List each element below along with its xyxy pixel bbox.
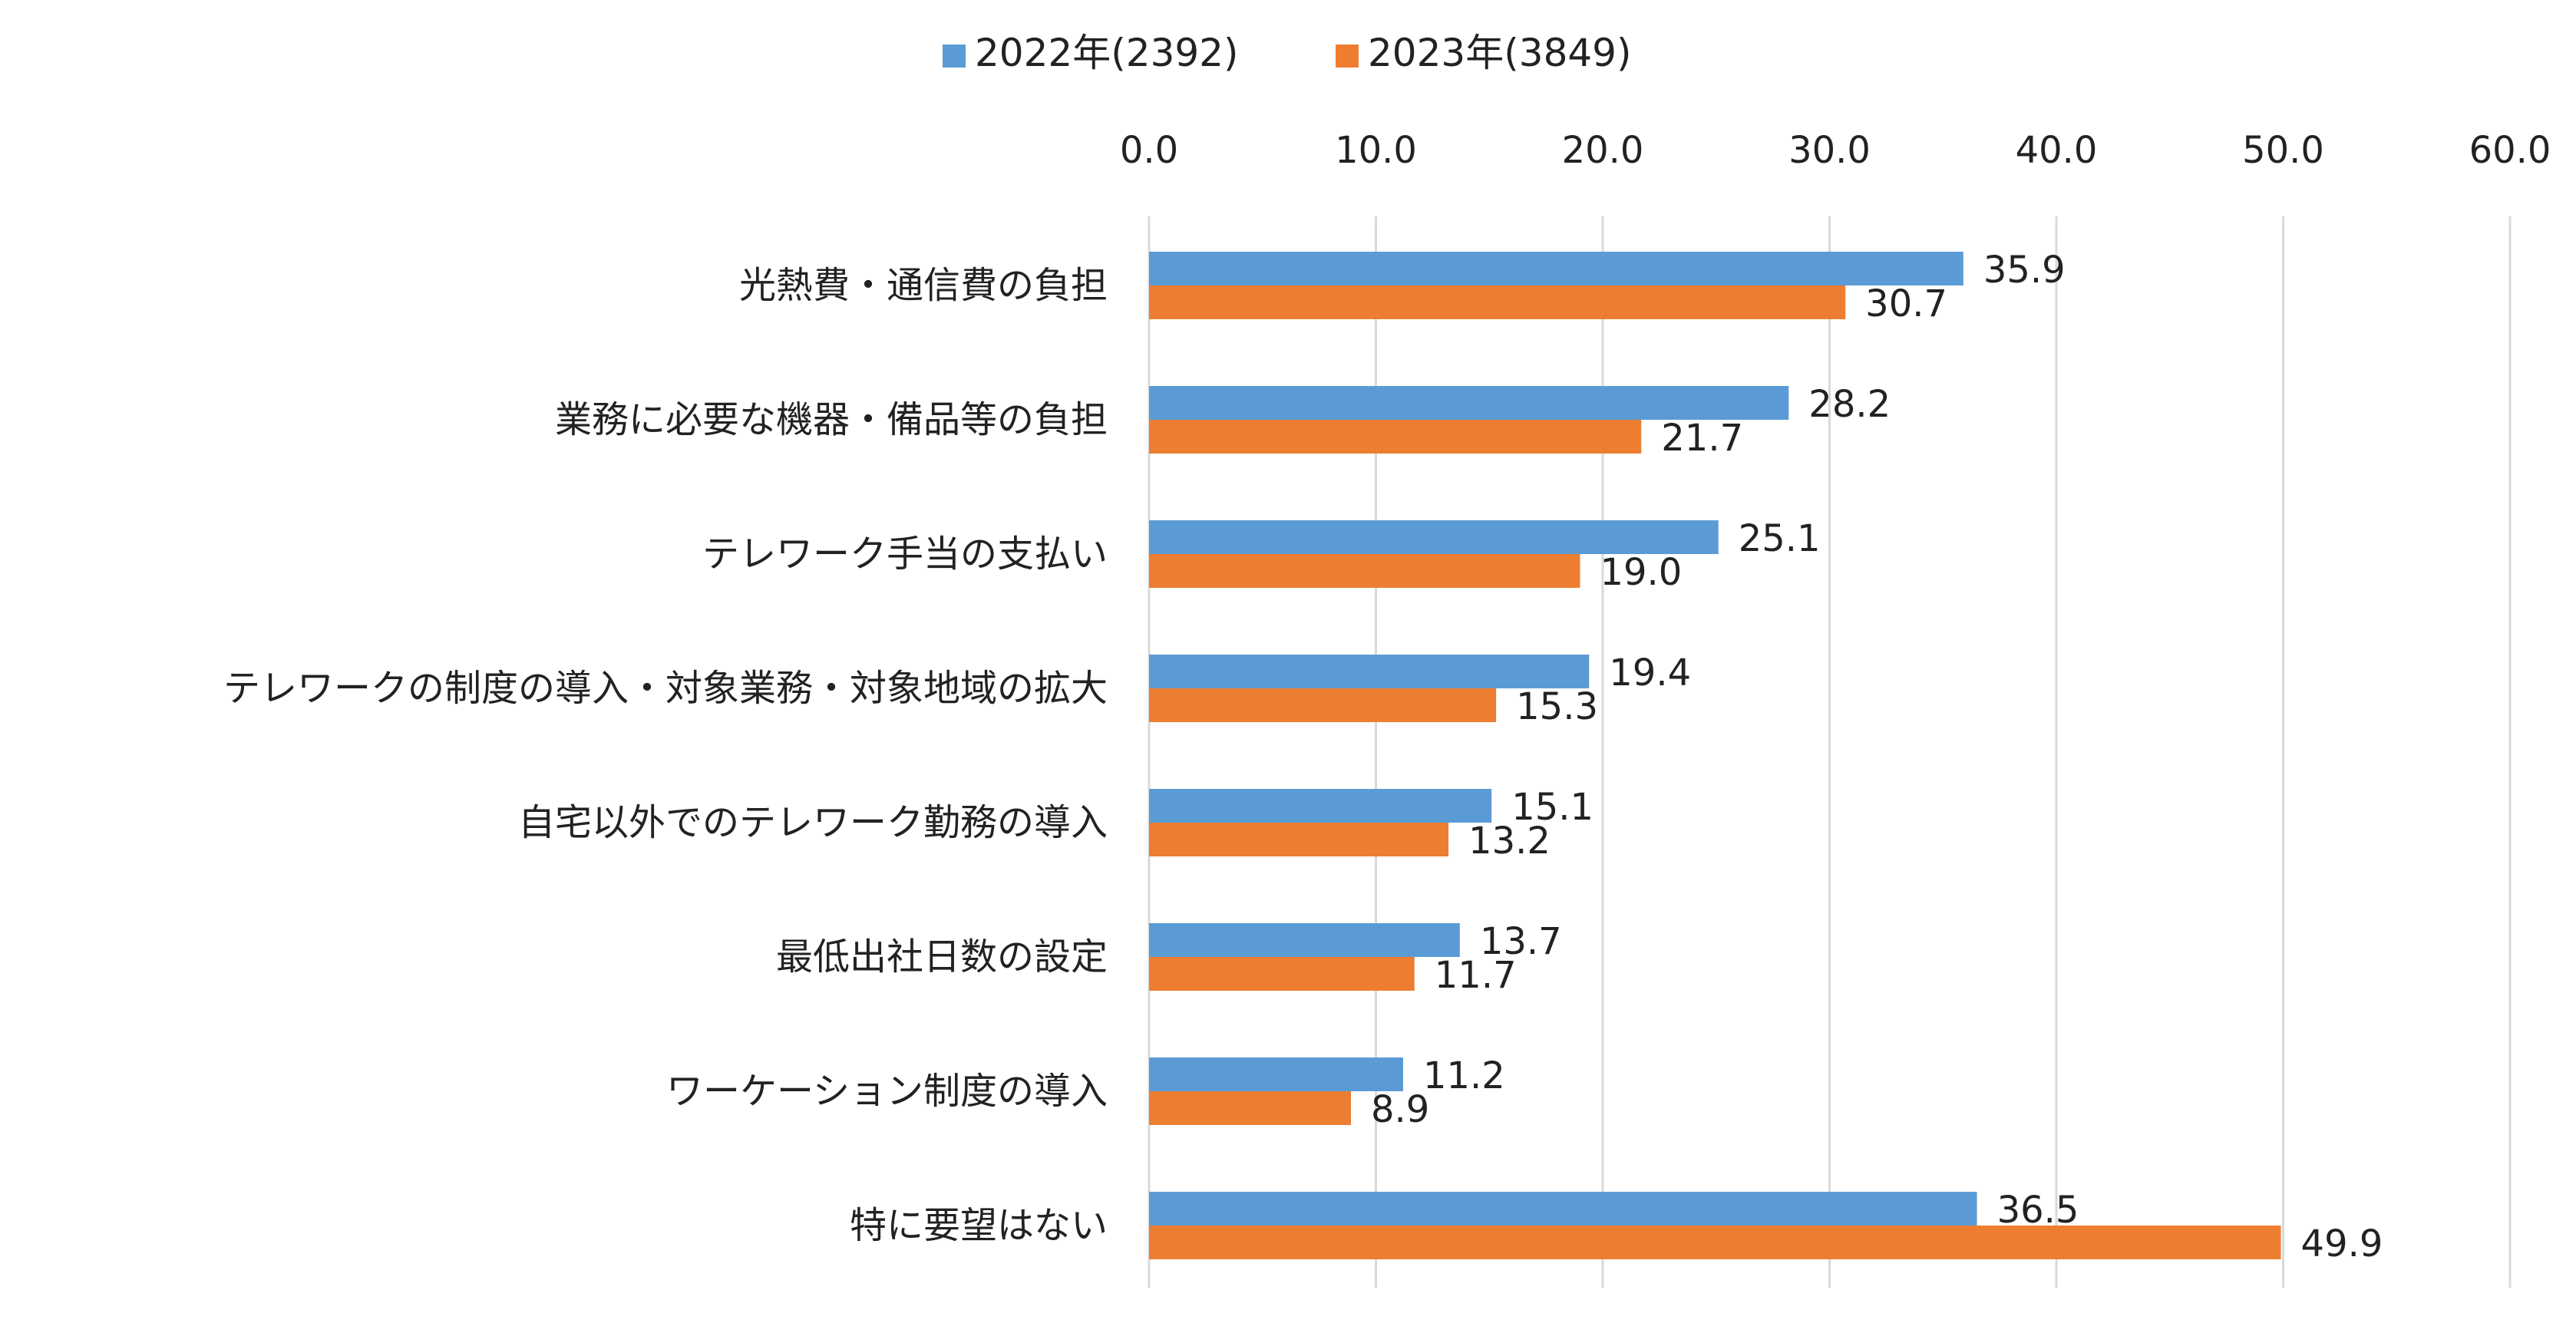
value-label-2023: 21.7 (1661, 417, 1743, 460)
x-tick-label: 20.0 (1562, 129, 1644, 172)
gridlines (1148, 216, 2512, 1288)
legend-label-2023: 2023年(3849) (1368, 31, 1632, 75)
value-label-2022: 19.4 (1609, 652, 1691, 694)
category-label: 特に要望はない (850, 1204, 1108, 1247)
x-tick-label: 60.0 (2469, 129, 2551, 172)
value-label-2022: 13.7 (1480, 920, 1562, 963)
value-label-2023: 11.7 (1435, 954, 1517, 997)
category-label: 最低出社日数の設定 (776, 935, 1108, 978)
bar-2023 (1149, 554, 1580, 588)
x-tick-label: 10.0 (1335, 129, 1417, 172)
x-tick-label: 30.0 (1788, 129, 1871, 172)
bar-2023 (1149, 285, 1846, 319)
bars (1149, 252, 2281, 1259)
x-tick-label: 40.0 (2016, 129, 2098, 172)
category-label: 自宅以外でのテレワーク勤務の導入 (518, 801, 1108, 844)
bar-2022 (1149, 655, 1590, 688)
value-label-2023: 49.9 (2301, 1222, 2383, 1265)
value-label-2023: 19.0 (1600, 551, 1682, 594)
value-label-2022: 15.1 (1511, 786, 1593, 829)
bar-2023 (1149, 420, 1642, 454)
legend: 2022年(2392) 2023年(3849) (943, 31, 1632, 75)
value-label-2023: 8.9 (1371, 1088, 1429, 1131)
bar-2022 (1149, 1192, 1977, 1226)
value-label-2022: 25.1 (1739, 517, 1821, 560)
bar-2023 (1149, 1091, 1351, 1125)
bar-2022 (1149, 1057, 1403, 1091)
value-label-2022: 11.2 (1423, 1054, 1505, 1097)
legend-swatch-2023 (1336, 45, 1359, 68)
value-label-2022: 36.5 (1997, 1189, 2079, 1232)
bar-2022 (1149, 923, 1460, 957)
x-axis-tick-labels: 0.0 10.0 20.0 30.0 40.0 50.0 60.0 (1120, 129, 2551, 172)
category-labels: 光熱費・通信費の負担業務に必要な機器・備品等の負担テレワーク手当の支払いテレワー… (223, 264, 1108, 1247)
legend-label-2022: 2022年(2392) (975, 31, 1239, 75)
x-tick-label: 0.0 (1120, 129, 1178, 172)
category-label: 光熱費・通信費の負担 (739, 264, 1108, 307)
category-label: 業務に必要な機器・備品等の負担 (555, 398, 1108, 441)
value-label-2022: 28.2 (1808, 383, 1891, 426)
category-label: ワーケーション制度の導入 (666, 1070, 1108, 1113)
value-label-2022: 35.9 (1983, 249, 2066, 292)
bar-2023 (1149, 1226, 2281, 1259)
bar-2022 (1149, 252, 1963, 285)
value-labels: 35.9 30.7 28.2 21.7 25.1 19.0 19.4 15.3 15.113.2… (1371, 249, 2383, 1265)
bar-2023 (1149, 957, 1415, 991)
bar-2023 (1149, 688, 1497, 722)
value-label-2023: 13.2 (1468, 820, 1551, 863)
x-tick-label: 50.0 (2242, 129, 2324, 172)
bar-2022 (1149, 386, 1789, 420)
bar-2022 (1149, 789, 1492, 823)
value-label-2023: 15.3 (1516, 685, 1598, 728)
bar-2022 (1149, 520, 1719, 554)
legend-swatch-2022 (943, 45, 966, 68)
bar-2023 (1149, 823, 1449, 856)
value-label-2023: 30.7 (1865, 282, 1947, 325)
category-label: テレワーク手当の支払い (702, 533, 1108, 576)
category-label: テレワークの制度の導入・対象業務・対象地域の拡大 (223, 667, 1108, 710)
